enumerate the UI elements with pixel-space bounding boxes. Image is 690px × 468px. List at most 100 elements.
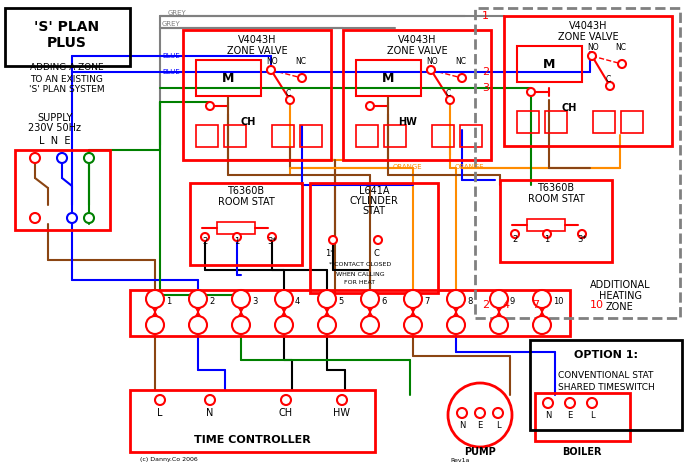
Text: C: C [286,88,290,97]
Circle shape [232,316,250,334]
Bar [475,8,680,318]
Circle shape [533,316,551,334]
Bar [530,340,682,430]
Circle shape [268,233,276,241]
Text: HW: HW [399,117,417,127]
Circle shape [30,213,40,223]
Bar [500,180,612,262]
Text: L: L [157,408,163,418]
Text: L641A: L641A [359,186,389,196]
Circle shape [543,230,551,238]
Text: ROOM STAT: ROOM STAT [217,197,275,207]
Text: WHEN CALLING: WHEN CALLING [336,271,384,277]
Circle shape [447,290,465,308]
Circle shape [578,230,586,238]
Circle shape [57,153,67,163]
Text: CH: CH [240,117,256,127]
Circle shape [493,408,503,418]
Text: (c) Danny.Co 2006: (c) Danny.Co 2006 [140,458,198,462]
Circle shape [458,74,466,82]
Text: 6: 6 [381,298,386,307]
Text: GREY: GREY [168,10,187,16]
Circle shape [329,236,337,244]
Bar [130,390,375,452]
Text: 2: 2 [482,300,489,310]
Circle shape [490,290,508,308]
Text: 8: 8 [467,298,473,307]
Circle shape [298,74,306,82]
Bar [196,125,218,147]
Text: ZONE VALVE: ZONE VALVE [558,32,618,42]
Text: HEATING: HEATING [598,291,642,301]
Text: GREY: GREY [162,21,181,27]
Circle shape [448,383,512,447]
Circle shape [146,290,164,308]
Bar [432,125,454,147]
Bar [196,60,261,96]
Text: Rev1a: Rev1a [450,458,469,462]
Text: NO: NO [587,44,599,52]
Circle shape [606,82,614,90]
Text: 4: 4 [295,298,300,307]
Circle shape [527,88,535,96]
Circle shape [201,233,209,241]
Bar [5,8,130,66]
Text: ORANGE: ORANGE [393,164,422,170]
Text: SUPPLY: SUPPLY [37,113,72,123]
Text: 2: 2 [209,298,215,307]
Text: L: L [495,421,500,430]
Text: CYLINDER: CYLINDER [350,196,398,206]
Bar [272,125,294,147]
Text: 1: 1 [235,237,239,247]
Text: 1: 1 [166,298,171,307]
Text: 3: 3 [252,298,257,307]
Circle shape [84,213,94,223]
Circle shape [318,316,336,334]
Bar [300,125,322,147]
Text: BLUE: BLUE [162,69,180,75]
Text: 1: 1 [544,234,550,243]
Bar [190,183,302,265]
Text: ADDING A ZONE: ADDING A ZONE [30,64,104,73]
Bar [517,111,539,133]
Text: ROOM STAT: ROOM STAT [528,194,584,204]
Text: V4043H: V4043H [569,21,607,31]
Text: N: N [459,421,465,430]
Text: C: C [445,88,451,97]
Bar [460,125,482,147]
Circle shape [318,290,336,308]
Text: 1*: 1* [325,249,335,257]
Text: M: M [382,72,394,85]
Bar [310,183,438,293]
Text: L  N  E: L N E [39,136,71,146]
Circle shape [84,153,94,163]
Text: 4: 4 [502,300,509,310]
Circle shape [457,408,467,418]
Text: ORANGE: ORANGE [455,164,484,170]
Circle shape [205,395,215,405]
Text: NO: NO [266,58,278,66]
Text: CH: CH [279,408,293,418]
Bar [517,46,582,82]
Text: CH: CH [561,103,577,113]
Text: 3*: 3* [578,234,586,243]
Text: ZONE VALVE: ZONE VALVE [227,46,287,56]
Text: V4043H: V4043H [397,35,436,45]
Text: N: N [545,411,551,421]
Text: 2: 2 [513,234,518,243]
Text: PLUS: PLUS [47,36,87,50]
Text: N: N [206,408,214,418]
Text: 230V 50Hz: 230V 50Hz [28,123,81,133]
Circle shape [267,66,275,74]
Bar [224,125,246,147]
Text: T6360B: T6360B [228,186,264,196]
Text: BLUE: BLUE [162,53,180,59]
Text: 10: 10 [553,298,564,307]
Text: E: E [567,411,573,421]
Text: 3*: 3* [267,237,277,247]
Text: PUMP: PUMP [464,447,496,457]
Bar [504,16,672,146]
Circle shape [511,230,519,238]
Circle shape [232,290,250,308]
Circle shape [189,290,207,308]
